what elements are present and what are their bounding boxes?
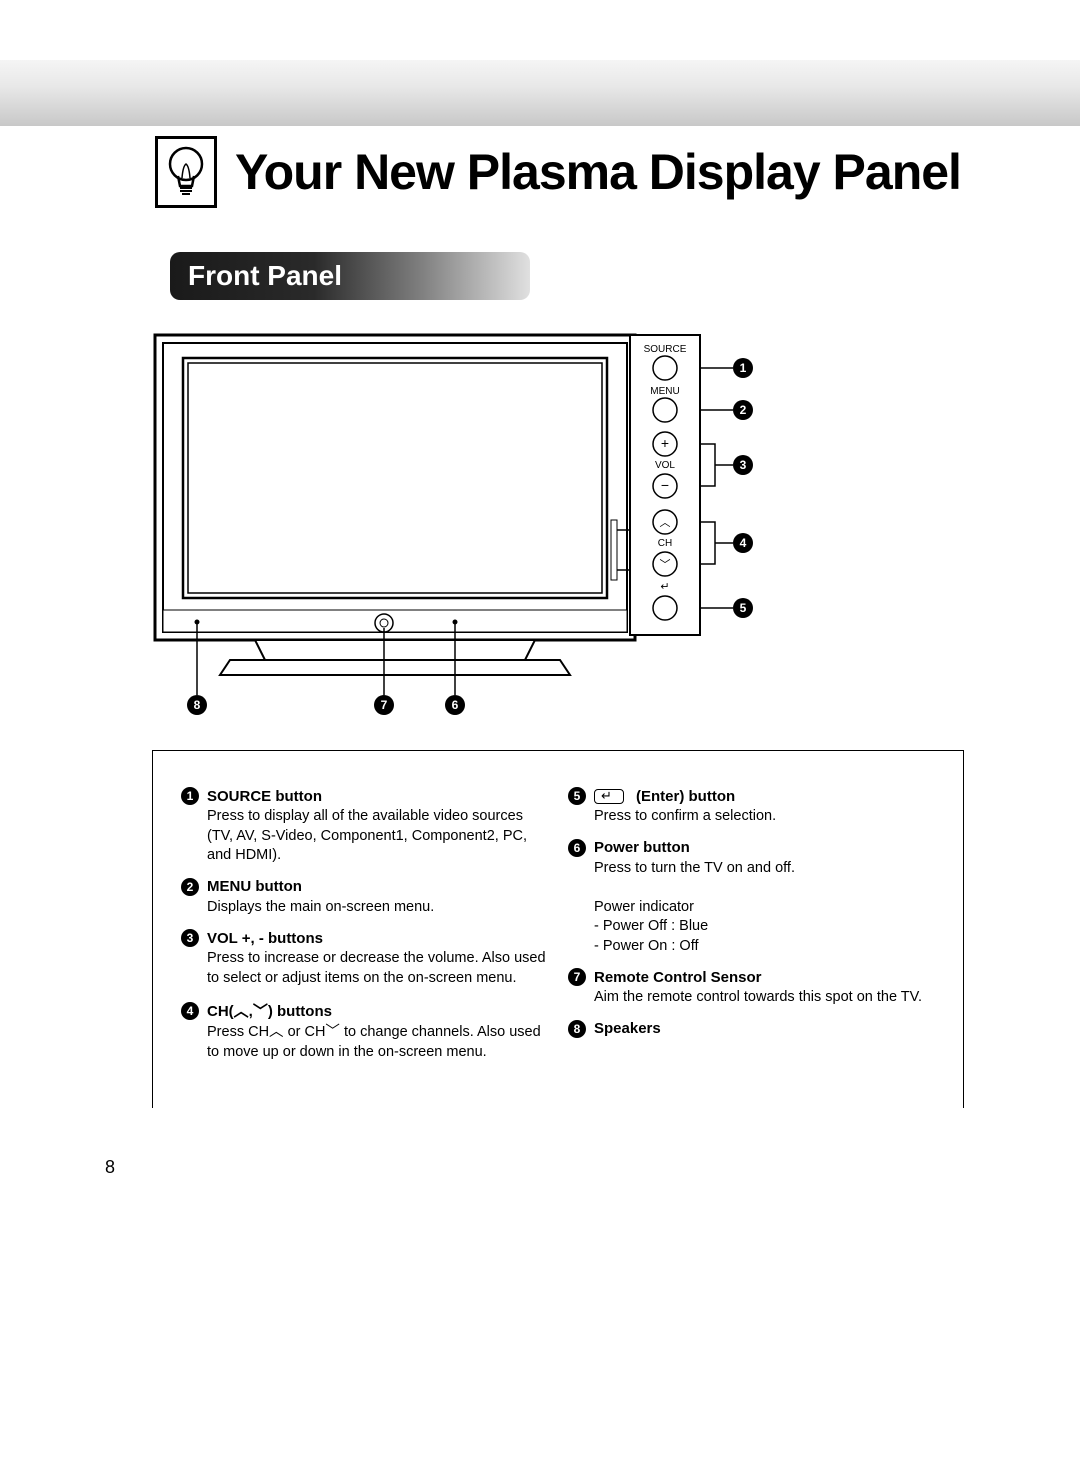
panel-menu-button [653,398,677,422]
svg-text:3: 3 [740,458,747,472]
description-item: 1 SOURCE button Press to display all of th… [181,787,548,866]
item-body: Displays the main on-screen menu. [207,898,548,918]
descriptions-box: 1 SOURCE button Press to display all of th… [152,750,964,1108]
enter-icon [594,789,624,804]
item-number-badge: 7 [568,968,586,986]
svg-text:8: 8 [194,698,201,712]
panel-ch-label: CH [658,538,672,549]
item-title: VOL +, - buttons [207,930,323,947]
item-title: MENU button [207,878,302,895]
svg-text:1: 1 [740,361,747,375]
panel-enter-button [653,596,677,620]
description-item: 8 Speakers [568,1020,935,1038]
item-number-badge: 1 [181,787,199,805]
svg-text:5: 5 [740,601,747,615]
header-metal-bar [0,60,1080,126]
description-item: 6 Power button Press to turn the TV on and… [568,839,935,957]
descriptions-left-column: 1 SOURCE button Press to display all of th… [181,787,548,1098]
panel-source-label: SOURCE [644,344,687,355]
lightbulb-icon [165,144,207,200]
section-heading-bar: Front Panel [170,252,530,300]
item-title: Speakers [594,1020,661,1037]
item-number-badge: 8 [568,1020,586,1038]
item-number-badge: 4 [181,1002,199,1020]
item-number-badge: 2 [181,878,199,896]
svg-text:4: 4 [740,536,747,550]
page-title: Your New Plasma Display Panel [235,143,961,201]
item-number-badge: 5 [568,787,586,805]
item-body: Press to increase or decrease the volume… [207,949,548,988]
description-item: 7 Remote Control Sensor Aim the remote con… [568,968,935,1008]
item-title: SOURCE button [207,788,322,805]
item-title: Remote Control Sensor [594,969,762,986]
item-body: Press to turn the TV on and off. Power i… [594,859,935,957]
panel-menu-label: MENU [650,386,679,397]
description-item: 2 MENU button Displays the main on-screen … [181,878,548,918]
svg-text:2: 2 [740,403,747,417]
svg-text:﹀: ﹀ [660,558,671,571]
description-item: 3 VOL +, - buttons Press to increase or de… [181,929,548,988]
svg-text:↵: ↵ [660,581,669,593]
section-heading-text: Front Panel [188,260,342,292]
item-number-badge: 3 [181,929,199,947]
description-item: 5 (Enter) button Press to confirm a select… [568,787,935,827]
item-body: Aim the remote control towards this spot… [594,988,935,1008]
item-body: Press CH︿ or CH﹀ to change channels. Als… [207,1023,548,1062]
page-number: 8 [105,1157,115,1178]
svg-text:−: − [661,477,669,493]
svg-text:+: + [661,435,669,451]
item-body: Press to confirm a selection. [594,807,935,827]
item-title: Power button [594,839,690,856]
item-body: Press to display all of the available vi… [207,807,548,866]
description-item: 4 CH(︿,﹀) buttonsPress CH︿ or CH﹀ to chan… [181,1000,548,1062]
item-title: CH(︿,﹀) buttons [207,1000,332,1021]
descriptions-right-column: 5 (Enter) button Press to confirm a select… [568,787,935,1098]
page-header: Your New Plasma Display Panel [155,136,961,208]
panel-source-button [653,356,677,380]
lightbulb-icon-box [155,136,217,208]
svg-text:6: 6 [452,698,459,712]
tv-diagram: SOURCE MENU + VOL − ︿ CH ﹀ ↵ 1 2 3 4 5 8… [135,320,775,735]
svg-text:7: 7 [381,698,388,712]
svg-text:︿: ︿ [660,517,671,529]
panel-vol-label: VOL [655,460,675,471]
item-number-badge: 6 [568,839,586,857]
item-title: (Enter) button [636,788,735,805]
